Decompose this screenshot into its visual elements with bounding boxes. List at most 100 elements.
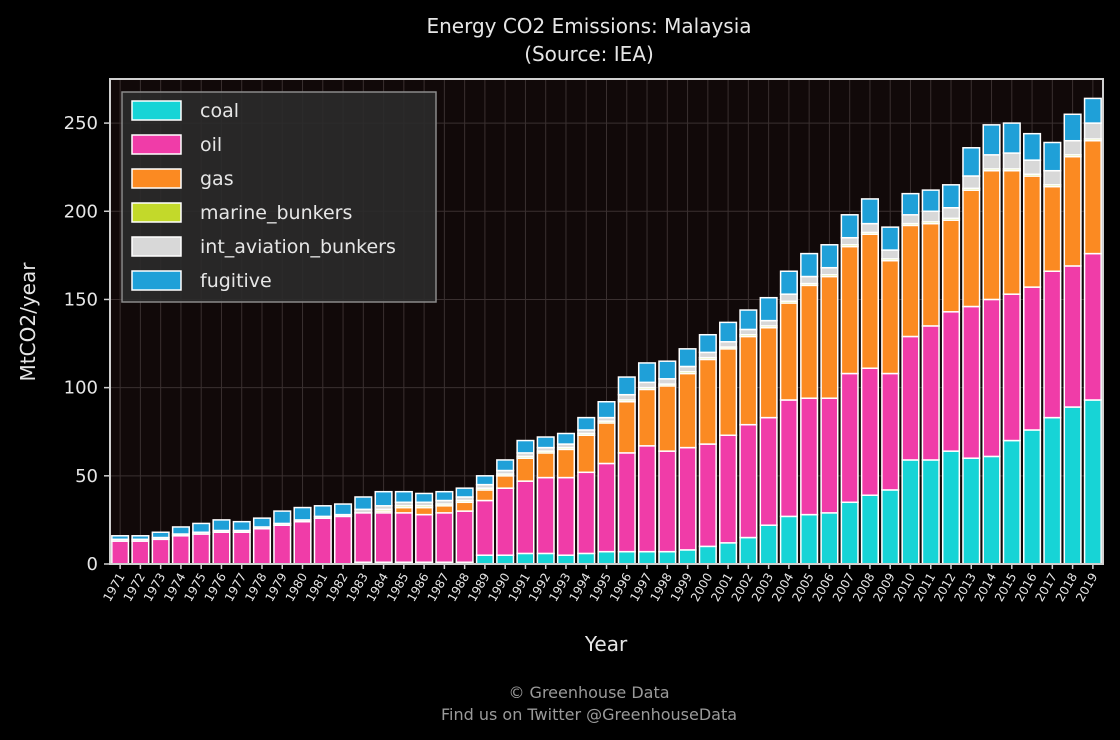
bar-stack-layer: [111, 97, 1102, 565]
bar-fugitive: [881, 226, 900, 251]
bar-int_aviation_bunkers: [1043, 169, 1062, 186]
legend-swatch-int_aviation_bunkers: [131, 236, 182, 257]
bar-gas: [1083, 139, 1102, 255]
bar-fugitive: [901, 192, 920, 216]
bar-coal: [617, 550, 636, 565]
bar-oil: [415, 513, 434, 563]
bar-oil: [273, 524, 292, 565]
bar-coal: [1043, 416, 1062, 565]
bar-coal: [800, 513, 819, 565]
bar-coal: [475, 554, 494, 565]
legend-label-gas: gas: [200, 168, 234, 190]
bar-gas: [435, 505, 454, 514]
bar-gas: [516, 457, 535, 482]
bar-oil: [212, 531, 231, 565]
bar-coal: [556, 554, 576, 565]
bar-int_aviation_bunkers: [921, 210, 940, 223]
bar-oil: [1043, 270, 1062, 419]
legend-label-marine_bunkers: marine_bunkers: [200, 202, 352, 224]
bar-oil: [374, 512, 393, 563]
bar-fugitive: [374, 490, 393, 507]
footer-copyright: © Greenhouse Data: [508, 683, 669, 702]
bar-fugitive: [617, 376, 636, 396]
bar-gas: [658, 385, 677, 452]
bar-coal: [577, 552, 596, 565]
bar-coal: [637, 550, 657, 565]
bar-fugitive: [131, 535, 150, 541]
bar-oil: [759, 416, 778, 526]
bar-int_aviation_bunkers: [617, 393, 636, 401]
bar-oil: [435, 512, 454, 563]
bar-gas: [800, 284, 819, 399]
bar-fugitive: [536, 436, 555, 449]
bar-int_aviation_bunkers: [941, 206, 961, 220]
bar-oil: [658, 450, 677, 553]
bar-coal: [820, 512, 839, 565]
bar-gas: [982, 169, 1001, 301]
bar-int_aviation_bunkers: [637, 381, 657, 389]
y-axis-label: MtCO2/year: [16, 262, 40, 382]
bar-fugitive: [516, 439, 535, 454]
bar-coal: [962, 457, 981, 565]
bar-fugitive: [1002, 122, 1021, 154]
bar-gas: [698, 358, 717, 445]
bar-oil: [779, 399, 798, 518]
bar-int_aviation_bunkers: [840, 236, 859, 246]
bar-coal: [901, 459, 920, 565]
bar-oil: [131, 540, 150, 565]
bar-fugitive: [982, 124, 1001, 156]
bar-fugitive: [435, 490, 454, 502]
bar-gas: [415, 506, 434, 516]
bar-gas: [860, 233, 880, 369]
bar-fugitive: [840, 214, 859, 239]
bar-oil: [536, 476, 555, 555]
bar-oil: [719, 434, 738, 544]
bar-gas: [1043, 185, 1062, 272]
bar-oil: [192, 533, 211, 565]
bar-fugitive: [719, 321, 738, 343]
bar-int_aviation_bunkers: [698, 351, 717, 359]
bar-fugitive: [637, 362, 657, 384]
y-tick-label: 150: [64, 289, 98, 310]
bar-gas: [455, 501, 474, 512]
legend-box: [121, 91, 437, 303]
bar-fugitive: [962, 147, 981, 177]
legend-label-oil: oil: [200, 134, 222, 156]
bar-fugitive: [252, 517, 272, 528]
bar-fugitive: [333, 503, 353, 516]
bar-oil: [516, 480, 535, 555]
bar-fugitive: [739, 309, 758, 331]
bar-fugitive: [698, 333, 717, 354]
bar-coal: [1023, 429, 1042, 565]
bar-oil: [678, 446, 697, 551]
bar-int_aviation_bunkers: [982, 154, 1001, 170]
bar-int_aviation_bunkers: [739, 328, 758, 336]
bar-gas: [394, 506, 413, 514]
bar-coal: [779, 515, 798, 565]
bar-coal: [1063, 406, 1082, 565]
y-tick-label: 200: [64, 201, 98, 222]
bar-coal: [678, 549, 697, 565]
bar-coal: [1083, 399, 1102, 565]
bar-gas: [597, 422, 616, 465]
bar-fugitive: [779, 270, 798, 295]
bar-gas: [921, 222, 940, 327]
bar-oil: [111, 540, 130, 565]
bar-gas: [820, 275, 839, 399]
legend-label-int_aviation_bunkers: int_aviation_bunkers: [200, 236, 396, 258]
y-axis: 0 50 100 150 200 250: [64, 113, 110, 575]
y-tick-label: 250: [64, 113, 98, 134]
bar-oil: [1083, 252, 1102, 401]
bar-coal: [719, 542, 738, 565]
bar-fugitive: [232, 520, 251, 532]
bar-fugitive: [1063, 113, 1082, 142]
bar-gas: [577, 434, 596, 474]
bar-int_aviation_bunkers: [860, 222, 880, 234]
y-tick-label: 0: [87, 554, 98, 575]
bar-fugitive: [921, 189, 940, 213]
bar-coal: [921, 459, 940, 565]
bar-oil: [1002, 293, 1021, 442]
legend-label-fugitive: fugitive: [200, 270, 272, 292]
chart-subtitle: (Source: IEA): [524, 42, 654, 66]
bar-fugitive: [1083, 97, 1102, 124]
